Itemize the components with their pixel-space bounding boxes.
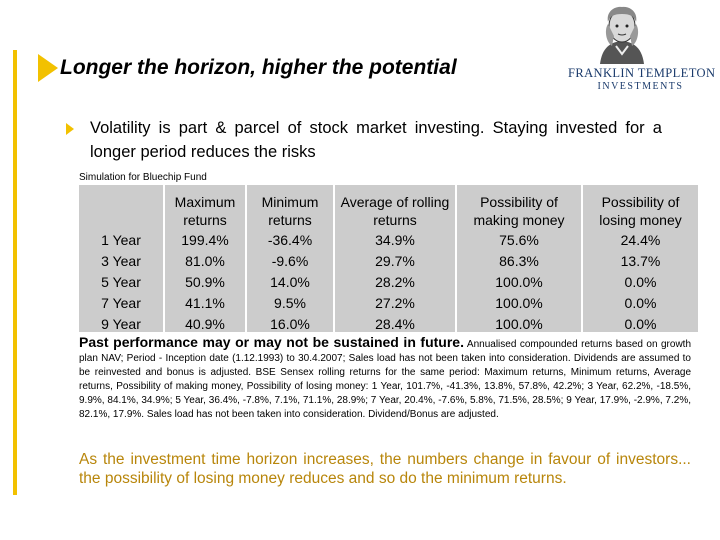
col-possibility-making-money: Possibility of making money 75.6% 86.3% … — [457, 185, 583, 332]
table-cell: -36.4% — [267, 232, 313, 248]
table-cell: 100.0% — [495, 295, 543, 311]
title-arrow-icon — [38, 54, 58, 82]
disclaimer-body: Annualised compounded returns based on g… — [79, 339, 692, 420]
table-cell: 24.4% — [620, 232, 661, 248]
table-cell: 28.4% — [375, 316, 415, 332]
col-maximum-returns: Maximum returns 199.4% 81.0% 50.9% 41.1%… — [165, 185, 247, 332]
table-cell: 3 Year — [101, 253, 141, 269]
table-cell: 41.1% — [185, 295, 225, 311]
table-cell: 199.4% — [181, 232, 229, 248]
table-cell: 50.9% — [185, 274, 225, 290]
table-cell: 13.7% — [620, 253, 661, 269]
col-possibility-losing-money: Possibility of losing money 24.4% 13.7% … — [583, 185, 698, 332]
table-cell: -9.6% — [271, 253, 309, 269]
disclaimer-bold: Past performance may or may not be susta… — [79, 334, 464, 350]
table-cell: 40.9% — [185, 316, 225, 332]
table-cell: 0.0% — [624, 295, 657, 311]
disclaimer-text: Past performance may or may not be susta… — [79, 335, 691, 422]
table-cell: 7 Year — [101, 295, 141, 311]
table-header-cell: Maximum returns — [174, 194, 236, 228]
table-cell: 1 Year — [101, 232, 141, 248]
table-cell: 34.9% — [375, 232, 415, 248]
table-caption: Simulation for Bluechip Fund — [79, 172, 207, 183]
table-cell: 27.2% — [375, 295, 415, 311]
table-header-cell: Minimum returns — [261, 194, 319, 228]
table-cell: 0.0% — [624, 274, 657, 290]
table-cell: 29.7% — [375, 253, 415, 269]
returns-table: 1 Year 3 Year 5 Year 7 Year 9 Year Maxim… — [79, 185, 698, 332]
table-cell: 81.0% — [185, 253, 225, 269]
logo-text-sub: INVESTMENTS — [597, 81, 684, 92]
table-header-cell: Possibility of making money — [473, 194, 565, 228]
col-minimum-returns: Minimum returns -36.4% -9.6% 14.0% 9.5% … — [247, 185, 335, 332]
portrait-logo-icon — [594, 2, 650, 64]
table-cell: 9.5% — [274, 295, 306, 311]
table-cell: 75.6% — [499, 232, 539, 248]
table-header-cell: Average of rolling returns — [340, 194, 450, 228]
table-cell: 16.0% — [270, 316, 310, 332]
table-cell: 9 Year — [101, 316, 141, 332]
table-cell: 86.3% — [499, 253, 539, 269]
slide-title: Longer the horizon, higher the potential — [60, 56, 457, 79]
table-cell: 0.0% — [624, 316, 657, 332]
table-cell: 100.0% — [495, 316, 543, 332]
table-cell: 14.0% — [270, 274, 310, 290]
bullet-arrow-icon — [66, 123, 74, 135]
table-header-cell: Possibility of losing money — [599, 194, 682, 228]
table-cell: 28.2% — [375, 274, 415, 290]
table-cell: 5 Year — [101, 274, 141, 290]
logo-text-brand: FRANKLIN TEMPLETON — [568, 66, 716, 80]
col-period: 1 Year 3 Year 5 Year 7 Year 9 Year — [79, 185, 165, 332]
col-average-rolling-returns: Average of rolling returns 34.9% 29.7% 2… — [335, 185, 457, 332]
franklin-templeton-logo: FRANKLIN TEMPLETON INVESTMENTS — [568, 2, 716, 94]
left-accent-bar — [13, 50, 17, 495]
bullet-text: Volatility is part & parcel of stock mar… — [90, 119, 662, 161]
conclusion-text: As the investment time horizon increases… — [79, 451, 691, 487]
table-cell: 100.0% — [495, 274, 543, 290]
